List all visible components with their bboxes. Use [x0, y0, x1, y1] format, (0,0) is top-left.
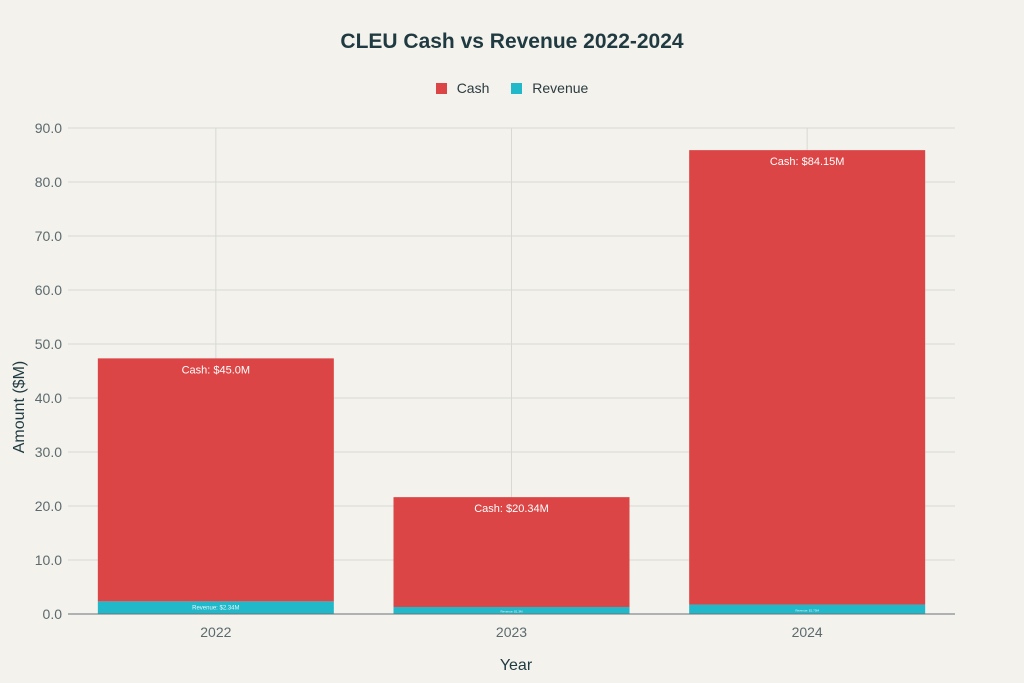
x-axis-label: Year [499, 657, 533, 674]
bar-revenue-2024 [689, 604, 926, 614]
y-tick-label: 40.0 [35, 390, 62, 406]
bar-cash-2023 [393, 497, 630, 607]
x-tick-label: 2022 [200, 624, 231, 640]
legend-item-revenue[interactable]: Revenue [511, 80, 588, 96]
bar-revenue-2023 [393, 606, 630, 614]
y-tick-label: 50.0 [35, 336, 62, 352]
y-tick-label: 80.0 [35, 174, 62, 190]
x-tick-label: 2024 [792, 624, 823, 640]
legend-item-cash[interactable]: Cash [435, 80, 490, 96]
legend-swatch-cash [435, 82, 447, 94]
x-tick-label: 2023 [496, 624, 527, 640]
bar-revenue-2022 [97, 601, 334, 614]
legend: Cash Revenue [0, 80, 1024, 97]
legend-label-cash: Cash [456, 80, 490, 96]
y-tick-label: 30.0 [35, 444, 62, 460]
legend-swatch-revenue [511, 82, 523, 94]
data-label-cash: Cash: $45.0M [182, 364, 250, 376]
data-label-revenue: Revenue: $1.3M [500, 609, 523, 613]
bar-cash-2024 [689, 150, 926, 605]
bar-cash-2022 [97, 358, 334, 602]
y-tick-label: 70.0 [35, 228, 62, 244]
y-tick-label: 90.0 [35, 120, 62, 136]
y-tick-label: 20.0 [35, 498, 62, 514]
data-label-revenue: Revenue: $2.34M [192, 606, 239, 612]
data-label-cash: Cash: $20.34M [474, 503, 549, 515]
chart-title: CLEU Cash vs Revenue 2022-2024 [340, 30, 684, 53]
y-tick-label: 10.0 [35, 552, 62, 568]
y-tick-label: 0.0 [43, 606, 63, 622]
y-tick-label: 60.0 [35, 282, 62, 298]
data-label-cash: Cash: $84.15M [770, 156, 845, 168]
legend-label-revenue: Revenue [532, 80, 589, 96]
data-label-revenue: Revenue: $1.75M [795, 608, 819, 612]
